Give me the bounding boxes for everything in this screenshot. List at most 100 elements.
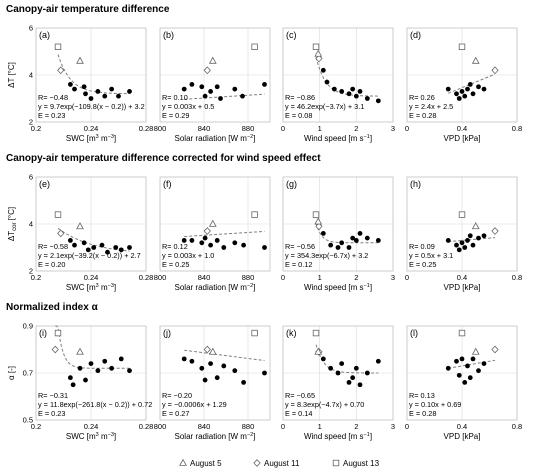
x-tick-label: 0.2 xyxy=(31,273,41,282)
data-point-triangle xyxy=(471,222,480,230)
panel-d: (d) 0 0.4 0.8 VPD [kPa] R= 0.26y = 2.4x + 2.5… xyxy=(405,27,522,143)
annotation-line: y = −0.0006x + 1.29 xyxy=(162,400,227,409)
annotation-line: R= 0.13 xyxy=(409,391,435,400)
x-axis-label-part: 3 xyxy=(96,283,99,289)
annotation-line: R= −0.31 xyxy=(38,391,68,400)
section-title-2: Canopy-air temperature difference correc… xyxy=(6,153,321,164)
data-point-square xyxy=(458,329,466,337)
y-tick-label: 2 xyxy=(29,267,33,276)
x-axis-label-part: 3 xyxy=(96,432,99,438)
x-tick-label: 880 xyxy=(242,273,255,282)
data-point-square xyxy=(312,43,320,50)
fitted-curve xyxy=(57,54,130,95)
x-axis-label-part: Wind speed [m s xyxy=(304,283,364,292)
annotation-line: E = 0.25 xyxy=(162,260,189,269)
plot-frame xyxy=(406,325,518,421)
data-point xyxy=(232,368,238,374)
data-point-diamond xyxy=(315,54,323,63)
x-axis-label-part: m xyxy=(99,432,108,441)
x-axis-label: Solar radiation [W m−2] xyxy=(175,134,256,143)
panel-i: (i) 0.5 0.7 0.9 α [-] 0.2 0.24 0.28 SWC [m3 m−3]… xyxy=(7,322,153,441)
y-axis-label-main: ΔT [°C] xyxy=(7,62,16,88)
x-axis-label-part: Wind speed [m s xyxy=(304,432,364,441)
fitted-curve xyxy=(315,222,379,244)
data-point xyxy=(81,84,87,90)
data-point xyxy=(67,238,73,243)
x-axis-label-part: −1 xyxy=(364,283,370,289)
x-tick-label: 840 xyxy=(198,273,211,282)
plot-frame xyxy=(282,325,394,421)
annotation-line: y = 0.5x + 3.1 xyxy=(409,251,453,260)
x-tick-label: 800 xyxy=(154,124,167,133)
plot-frame xyxy=(159,27,271,123)
x-tick-label: 1 xyxy=(318,422,322,431)
fitted-curve xyxy=(315,57,379,97)
data-point xyxy=(221,363,227,369)
plot-frame xyxy=(282,176,394,272)
data-point xyxy=(462,380,468,385)
annotation-line: E = 0.14 xyxy=(285,409,312,418)
fitted-curve xyxy=(184,230,265,238)
section-title-1: Canopy-air temperature difference xyxy=(6,4,170,15)
data-point xyxy=(67,375,73,381)
data-point xyxy=(67,82,73,87)
data-point xyxy=(72,86,77,92)
x-tick-label: 0.8 xyxy=(512,273,522,282)
plot-frame xyxy=(159,325,271,421)
annotation-line: y = 0.10x + 0.69 xyxy=(409,400,461,409)
x-tick-label: 0.24 xyxy=(84,422,99,431)
x-axis-label: SWC [m3 m−3] xyxy=(66,432,116,441)
data-point xyxy=(83,91,88,97)
data-point xyxy=(454,242,459,248)
data-point xyxy=(324,79,330,85)
x-axis-label-part: Solar radiation [W m xyxy=(175,283,248,292)
data-point xyxy=(339,361,345,366)
data-point xyxy=(357,89,363,94)
x-axis-label-part: m xyxy=(99,134,108,143)
x-axis-label-part: VPD [kPa] xyxy=(444,134,481,143)
panel-k: (k) 0 1 2 3 Wind speed [m s−1] R= −0.65y = 8.3… xyxy=(281,325,395,441)
x-tick-label: 3 xyxy=(391,124,395,133)
data-point xyxy=(320,356,326,362)
data-point xyxy=(375,238,381,243)
data-point xyxy=(181,238,187,243)
plot-frame xyxy=(406,27,518,123)
data-point xyxy=(445,365,451,371)
annotation-line: y = 2.1exp(−39.2(x − 0.2)) + 2.7 xyxy=(38,251,141,260)
data-point xyxy=(364,235,370,241)
data-point xyxy=(476,368,481,374)
annotation-line: y = 0.003x + 1.0 xyxy=(162,251,214,260)
data-point xyxy=(350,86,356,92)
data-point xyxy=(105,249,110,255)
annotation-line: R= −0.86 xyxy=(285,93,315,102)
data-point-diamond xyxy=(491,227,499,235)
data-point-triangle xyxy=(76,222,84,230)
data-point xyxy=(214,375,220,381)
data-point-diamond xyxy=(203,345,211,354)
data-point xyxy=(467,82,473,87)
x-tick-label: 880 xyxy=(242,422,255,431)
x-tick-label: 0.28 xyxy=(139,124,154,133)
data-point xyxy=(189,358,195,364)
panel-label: (g) xyxy=(286,179,297,189)
annotation-line: R= −0.65 xyxy=(285,391,315,400)
data-point xyxy=(214,238,220,243)
annotation-line: y = 0.003x + 0.5 xyxy=(162,102,214,111)
data-point xyxy=(481,361,487,366)
data-point-diamond xyxy=(51,345,59,354)
x-tick-label: 0.28 xyxy=(139,422,154,431)
data-point xyxy=(99,242,105,248)
data-point xyxy=(189,238,195,243)
data-point xyxy=(454,91,459,97)
x-axis-label: Solar radiation [W m−2] xyxy=(175,432,256,441)
x-axis-label-part: SWC [m xyxy=(66,134,96,143)
y-axis-label-rest: [°C] xyxy=(7,207,16,223)
x-tick-label: 800 xyxy=(154,273,167,282)
data-point-square xyxy=(54,329,62,337)
data-point xyxy=(465,363,470,369)
fitted-curve xyxy=(184,93,265,100)
data-point xyxy=(118,356,124,362)
